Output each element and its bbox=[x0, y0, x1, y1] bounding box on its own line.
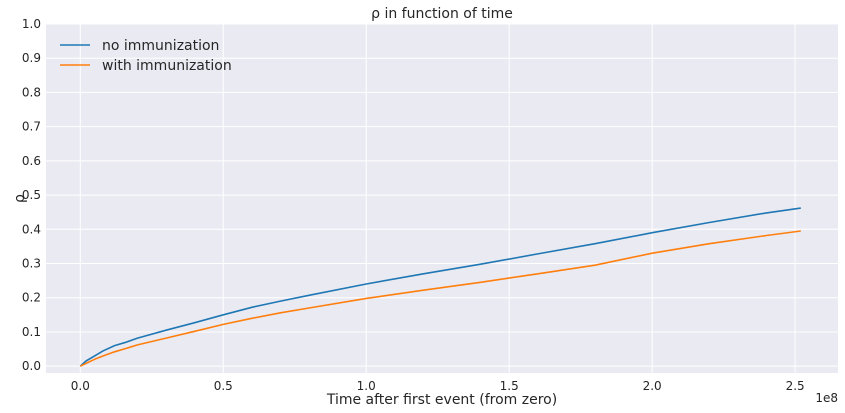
legend-label: with immunization bbox=[102, 58, 232, 74]
x-tick-label: 2.0 bbox=[643, 379, 662, 393]
y-tick-label: 0.4 bbox=[22, 222, 41, 236]
x-tick-label: 1.5 bbox=[500, 379, 519, 393]
x-tick-label: 2.5 bbox=[786, 379, 805, 393]
gridlines bbox=[46, 23, 838, 373]
x-tick-label: 1.0 bbox=[357, 379, 376, 393]
x-axis-ticks: 0.0 0.5 1.0 1.5 2.0 2.5 bbox=[71, 379, 805, 393]
y-tick-label: 0.7 bbox=[22, 120, 41, 134]
legend-label: no immunization bbox=[102, 38, 219, 54]
y-tick-label: 0.5 bbox=[22, 188, 41, 202]
x-tick-label: 0.5 bbox=[214, 379, 233, 393]
y-tick-label: 0.3 bbox=[22, 257, 41, 271]
y-axis-label: ρ bbox=[12, 194, 28, 203]
series-lines bbox=[79, 207, 801, 367]
plot-area bbox=[46, 24, 838, 373]
y-tick-label: 1.0 bbox=[22, 17, 41, 31]
x-tick-label: 0.0 bbox=[71, 379, 90, 393]
chart-title: ρ in function of time bbox=[371, 6, 513, 22]
series-line-no-immunization bbox=[79, 207, 801, 367]
y-tick-label: 0.8 bbox=[22, 85, 41, 99]
y-tick-label: 0.2 bbox=[22, 291, 41, 305]
x-axis-offset-label: 1e8 bbox=[815, 391, 838, 405]
y-axis-ticks: 0.0 0.1 0.2 0.3 0.4 0.5 0.6 0.7 0.8 0.9 1.0 bbox=[22, 17, 41, 373]
y-tick-label: 0.6 bbox=[22, 154, 41, 168]
y-tick-label: 0.9 bbox=[22, 51, 41, 65]
y-tick-label: 0.0 bbox=[22, 359, 41, 373]
series-line-with-immunization bbox=[79, 230, 801, 367]
x-axis-label: Time after first event (from zero) bbox=[326, 392, 557, 408]
legend: no immunization with immunization bbox=[60, 38, 232, 74]
y-tick-label: 0.1 bbox=[22, 325, 41, 339]
